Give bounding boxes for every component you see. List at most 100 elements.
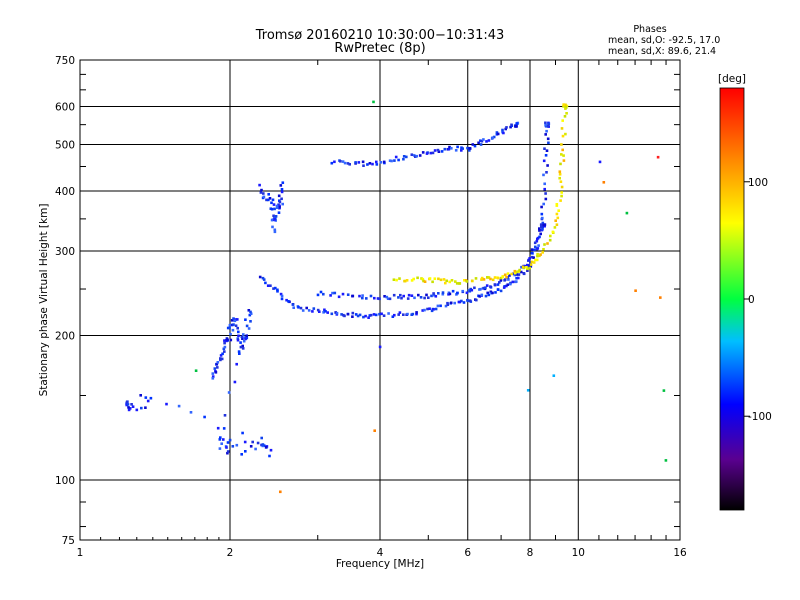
scatter-point xyxy=(423,308,426,312)
scatter-point xyxy=(287,300,290,303)
scatter-point xyxy=(402,157,405,161)
scatter-point xyxy=(244,318,247,321)
scatter-point xyxy=(319,290,323,294)
scatter-point xyxy=(410,294,414,297)
scatter-point xyxy=(546,164,549,167)
scatter-point xyxy=(220,442,223,445)
scatter-point xyxy=(491,136,494,139)
scatter-point xyxy=(278,204,281,208)
scatter-point xyxy=(226,451,229,455)
scatter-point xyxy=(279,184,283,187)
scatter-point xyxy=(372,100,375,104)
scatter-point xyxy=(560,127,564,130)
scatter-point xyxy=(502,131,505,135)
scatter-point xyxy=(365,297,368,300)
scatter-point xyxy=(482,278,486,281)
scatter-point xyxy=(211,372,215,375)
scatter-point xyxy=(430,294,433,298)
scatter-point xyxy=(402,313,405,316)
x-tick-label: 10 xyxy=(572,547,585,559)
scatter-point xyxy=(280,294,284,298)
scatter-point xyxy=(535,239,539,243)
scatter-point xyxy=(189,411,193,414)
scatter-point xyxy=(664,459,668,462)
scatter-point xyxy=(545,149,549,152)
scatter-point xyxy=(451,289,455,293)
scatter-point xyxy=(269,284,272,287)
scatter-point xyxy=(541,221,545,225)
scatter-point xyxy=(463,279,466,282)
scatter-point xyxy=(461,147,464,150)
scatter-point xyxy=(307,309,311,312)
scatter-point xyxy=(311,310,314,313)
scatter-point xyxy=(265,198,268,202)
scatter-point xyxy=(436,304,440,308)
scatter-point xyxy=(437,277,440,281)
scatter-point xyxy=(448,145,451,149)
scatter-point xyxy=(423,296,426,300)
scatter-point xyxy=(471,143,475,146)
scatter-point xyxy=(391,315,395,318)
scatter-point xyxy=(262,192,265,195)
legend-line-x: mean, sd,X: 89.6, 21.4 xyxy=(608,46,716,57)
scatter-point xyxy=(539,232,542,236)
y-tick-label: 600 xyxy=(55,102,75,114)
scatter-point xyxy=(456,145,459,149)
scatter-point xyxy=(526,389,530,392)
scatter-point xyxy=(388,159,392,162)
scatter-point xyxy=(479,287,482,291)
scatter-point xyxy=(468,147,472,150)
scatter-point xyxy=(382,160,386,164)
scatter-point xyxy=(407,293,411,297)
scatter-point xyxy=(362,315,365,319)
scatter-point xyxy=(482,138,485,141)
scatter-point xyxy=(470,279,474,283)
scatter-point xyxy=(560,143,563,146)
scatter-point xyxy=(219,358,222,362)
scatter-point xyxy=(261,443,265,446)
scatter-point xyxy=(318,310,321,313)
scatter-point xyxy=(634,289,637,292)
scatter-point xyxy=(489,290,493,294)
scatter-point xyxy=(241,344,244,348)
scatter-point xyxy=(425,293,428,297)
scatter-point xyxy=(230,319,234,322)
scatter-point xyxy=(241,337,244,340)
scatter-point xyxy=(447,147,451,151)
scatter-point xyxy=(525,266,528,269)
scatter-point xyxy=(421,151,425,154)
scatter-point xyxy=(431,151,435,155)
scatter-point xyxy=(466,146,469,150)
scatter-point xyxy=(351,294,355,298)
scatter-point xyxy=(216,361,220,364)
scatter-point xyxy=(559,180,563,183)
scatter-point xyxy=(273,230,277,234)
scatter-point xyxy=(399,293,402,297)
scatter-point xyxy=(392,293,396,297)
scatter-point xyxy=(165,402,168,406)
scatter-point xyxy=(341,292,345,296)
scatter-point xyxy=(144,396,148,399)
scatter-point xyxy=(515,125,518,128)
grid-lines xyxy=(80,60,680,540)
scatter-point xyxy=(261,276,265,280)
scatter-point xyxy=(361,160,365,164)
scatter-point xyxy=(484,294,488,298)
scatter-point xyxy=(403,279,407,283)
scatter-point xyxy=(335,311,339,315)
scatter-point xyxy=(625,211,629,215)
scatter-point xyxy=(562,154,565,157)
scatter-point xyxy=(539,253,542,256)
scatter-point xyxy=(326,311,329,314)
scatter-point xyxy=(362,164,365,167)
scatter-point xyxy=(232,317,235,320)
scatter-point xyxy=(496,132,500,136)
scatter-point xyxy=(534,245,537,249)
scatter-point xyxy=(547,141,550,145)
x-axis-title: Frequency [MHz] xyxy=(336,558,424,570)
scatter-point xyxy=(487,276,491,279)
scatter-point xyxy=(226,338,229,341)
scatter-point xyxy=(522,272,526,275)
scatter-point xyxy=(514,271,517,275)
